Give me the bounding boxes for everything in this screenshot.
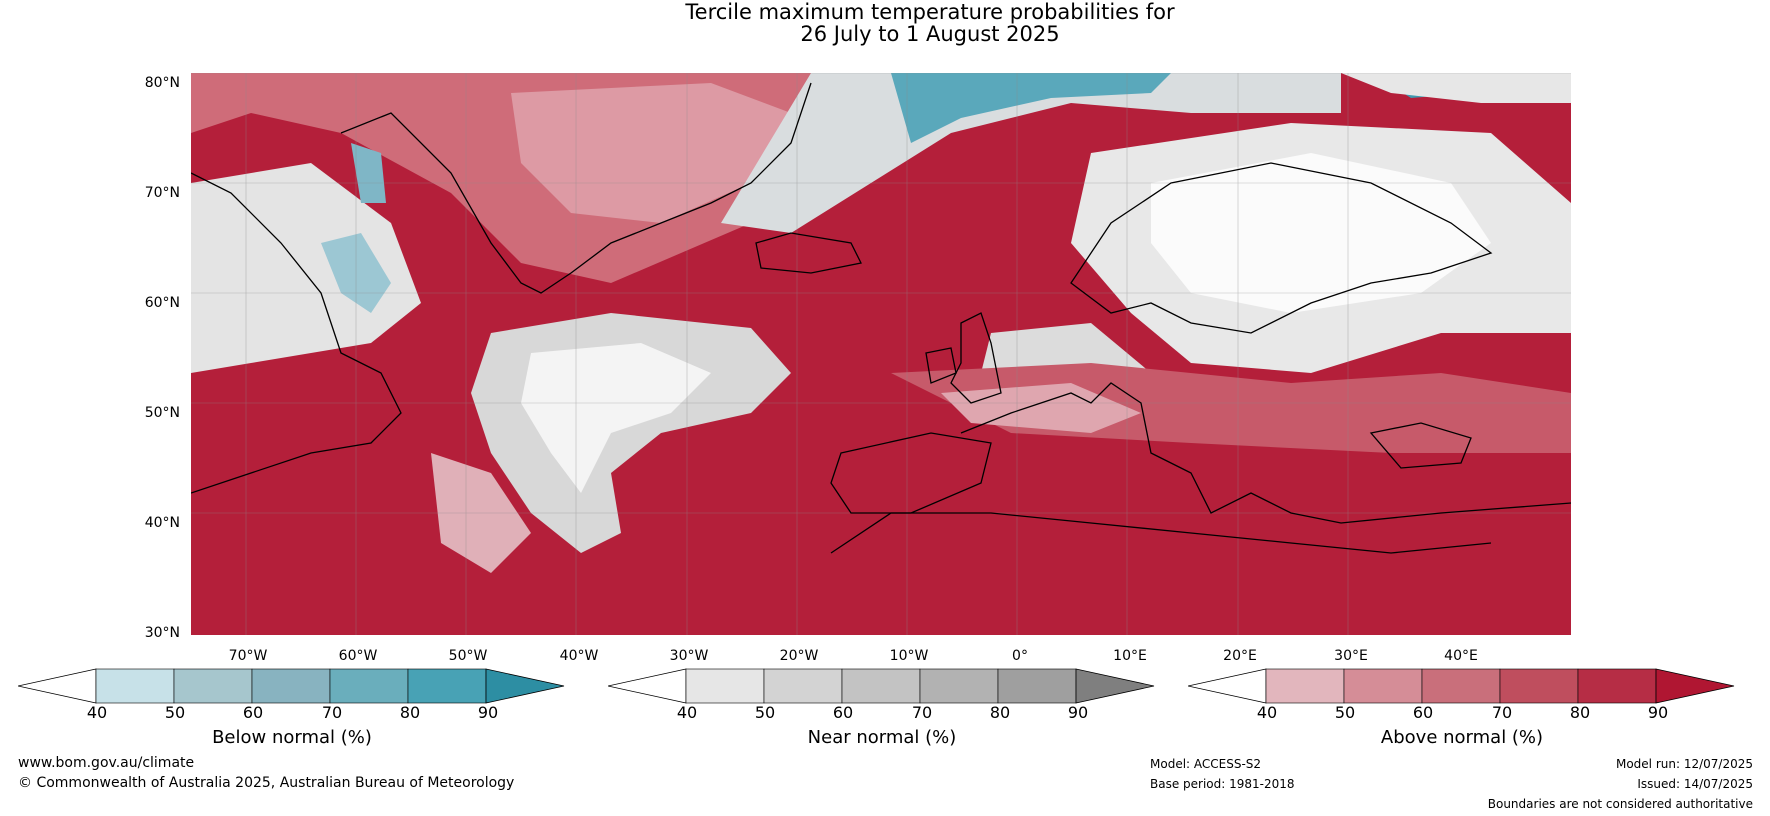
africa-coast [830,512,1492,554]
footer-website: www.bom.gov.au/climate [18,755,195,771]
labrador-coast [191,172,402,494]
lon-label-10w: 10°W [889,648,929,664]
cbar-below-tick-80: 80 [399,703,421,722]
lon-label-30w: 30°W [669,648,709,664]
cbar-above-tick-60: 60 [1412,703,1434,722]
lon-label-40e: 40°E [1444,648,1478,664]
colorbar-segment [1499,668,1579,704]
cbar-near-tick-60: 60 [832,703,854,722]
lat-label-60: 60°N [144,295,180,311]
colorbar-segment [251,668,331,704]
colorbar-segment [1421,668,1501,704]
colorbar-left-extend [17,668,97,704]
iberia-coast [830,432,992,514]
footer-issued: Issued: 14/07/2025 [1637,777,1753,791]
colorbar-segment [763,668,843,704]
colorbar-above-normal-label: Above normal (%) [1380,727,1544,748]
colorbar-left-extend [607,668,687,704]
lat-label-80: 80°N [144,75,180,91]
colorbar-above-normal [1187,668,1738,708]
footer-base-period: Base period: 1981-2018 [1150,777,1295,791]
lat-label-70: 70°N [144,185,180,201]
lat-label-30: 30°N [144,625,180,641]
colorbar-segment [919,668,999,704]
map-svg [191,73,1571,635]
lon-label-70w: 70°W [228,648,268,664]
europe-coast [960,382,1571,524]
chart-title-line-2: 26 July to 1 August 2025 [800,22,1060,46]
colorbar-segment [685,668,765,704]
colorbar-segment [329,668,409,704]
colorbar-above-normal-svg [1187,668,1735,704]
colorbar-segment [1577,668,1657,704]
colorbar-segment [1265,668,1345,704]
near-normal-region-atlantic-white [521,343,711,493]
chart-title-line-1: Tercile maximum temperature probabilitie… [685,0,1175,24]
cbar-above-tick-90: 90 [1647,703,1669,722]
footer-copyright: © Commonwealth of Australia 2025, Austra… [18,775,515,791]
colorbar-near-normal-label: Near normal (%) [807,727,957,748]
footer-disclaimer: Boundaries are not considered authoritat… [1487,797,1753,811]
below-normal-region-arctic-teal [891,73,1171,143]
ireland-coast [925,347,957,384]
lon-label-60w: 60°W [338,648,378,664]
blacksea-coast [1369,422,1472,469]
colorbar-below-normal-label: Below normal (%) [212,727,372,748]
above-normal-light-region-north [511,83,791,223]
colorbar-right-extend [485,668,565,704]
colorbar-segment [407,668,487,704]
cbar-below-tick-90: 90 [477,703,499,722]
near-normal-region-labrador [191,163,421,373]
cbar-above-tick-70: 70 [1491,703,1513,722]
cbar-near-tick-50: 50 [754,703,776,722]
colorbar-left-extend [1187,668,1267,704]
cbar-below-tick-40: 40 [86,703,108,722]
colorbar-segment [173,668,253,704]
scandinavia-coast [1070,162,1493,334]
lon-label-0: 0° [1012,648,1028,664]
colorbar-segment [1343,668,1423,704]
colorbar-near-normal [607,668,1158,708]
below-normal-region-baffin [351,143,386,203]
lon-label-20w: 20°W [779,648,819,664]
colorbar-near-normal-svg [607,668,1155,704]
cbar-above-tick-40: 40 [1256,703,1278,722]
lat-label-40: 40°N [144,515,180,531]
greenland-coast [340,82,812,294]
lon-label-50w: 50°W [448,648,488,664]
lon-label-20e: 20°E [1223,648,1257,664]
colorbar-segment [95,668,175,704]
lon-label-30e: 30°E [1334,648,1368,664]
near-normal-region-arctic-east [1341,73,1571,103]
colorbar-below-normal [17,668,568,708]
lon-label-10e: 10°E [1113,648,1147,664]
graticule [191,73,1571,635]
footer-model-run: Model run: 12/07/2025 [1615,757,1753,771]
colorbar-segment [997,668,1077,704]
cbar-near-tick-70: 70 [911,703,933,722]
below-normal-region-arctic [721,73,1341,233]
footer-model: Model: ACCESS-S2 [1150,757,1262,771]
colorbar-right-extend [1075,668,1155,704]
coastlines [191,82,1571,554]
lat-label-50: 50°N [144,405,180,421]
colorbar-segment [841,668,921,704]
cbar-above-tick-80: 80 [1569,703,1591,722]
lon-label-40w: 40°W [559,648,599,664]
cbar-near-tick-90: 90 [1067,703,1089,722]
cbar-above-tick-50: 50 [1334,703,1356,722]
colorbar-right-extend [1655,668,1735,704]
britain-coast [950,312,1002,404]
cbar-below-tick-50: 50 [164,703,186,722]
cbar-below-tick-60: 60 [242,703,264,722]
cbar-near-tick-40: 40 [676,703,698,722]
colorbar-below-normal-svg [17,668,565,704]
cbar-below-tick-70: 70 [321,703,343,722]
cbar-near-tick-80: 80 [989,703,1011,722]
near-normal-region-scandinavia-white [1151,153,1491,313]
probability-map [191,73,1571,635]
iceland-coast [755,232,862,274]
